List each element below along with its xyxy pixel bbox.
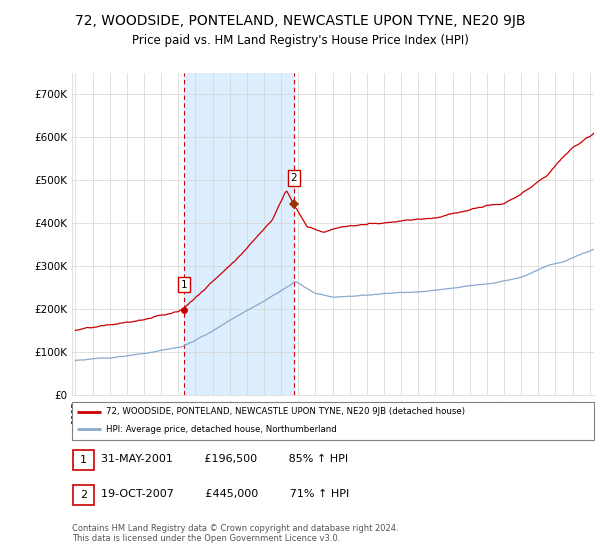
Text: 72, WOODSIDE, PONTELAND, NEWCASTLE UPON TYNE, NE20 9JB (detached house): 72, WOODSIDE, PONTELAND, NEWCASTLE UPON …: [106, 407, 465, 416]
Text: 1: 1: [181, 279, 187, 290]
Text: Contains HM Land Registry data © Crown copyright and database right 2024.
This d: Contains HM Land Registry data © Crown c…: [72, 524, 398, 543]
Text: 72, WOODSIDE, PONTELAND, NEWCASTLE UPON TYNE, NE20 9JB: 72, WOODSIDE, PONTELAND, NEWCASTLE UPON …: [75, 14, 525, 28]
Text: Price paid vs. HM Land Registry's House Price Index (HPI): Price paid vs. HM Land Registry's House …: [131, 34, 469, 46]
Text: 1: 1: [80, 455, 87, 465]
Text: HPI: Average price, detached house, Northumberland: HPI: Average price, detached house, Nort…: [106, 425, 337, 434]
Bar: [184, 73, 294, 395]
Text: 2: 2: [290, 173, 298, 183]
Text: 19-OCT-2007         £445,000         71% ↑ HPI: 19-OCT-2007 £445,000 71% ↑ HPI: [101, 489, 349, 499]
Text: 31-MAY-2001         £196,500         85% ↑ HPI: 31-MAY-2001 £196,500 85% ↑ HPI: [101, 454, 348, 464]
Text: 2: 2: [80, 490, 87, 500]
